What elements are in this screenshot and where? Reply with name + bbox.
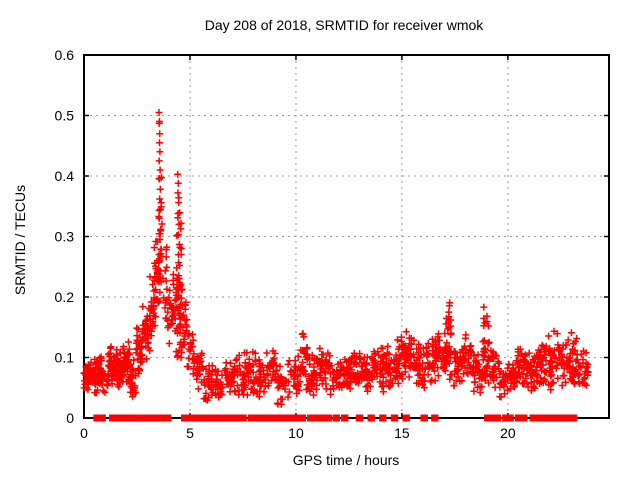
- y-tick-label: 0.1: [55, 350, 75, 366]
- data-points-plus-markers: [80, 109, 592, 408]
- y-tick-label: 0.6: [55, 47, 75, 63]
- y-tick-labels: 0 0.1 0.2 0.3 0.4 0.5 0.6: [55, 47, 75, 426]
- y-axis-label: SRMTID / TECUs: [12, 185, 28, 295]
- x-tick-label: 15: [394, 425, 410, 441]
- chart-title: Day 208 of 2018, SRMTID for receiver wmo…: [205, 17, 485, 33]
- x-tick-labels: 0 5 10 15 20: [80, 425, 516, 441]
- x-tick-label: 0: [80, 425, 88, 441]
- x-axis-label: GPS time / hours: [293, 452, 400, 468]
- y-tick-label: 0: [66, 410, 74, 426]
- y-tick-label: 0.3: [55, 229, 75, 245]
- x-tick-label: 10: [288, 425, 304, 441]
- zero-value-square-markers: [93, 414, 578, 422]
- grid-lines: [84, 55, 609, 418]
- x-tick-label: 5: [186, 425, 194, 441]
- x-tick-label: 20: [500, 425, 516, 441]
- y-tick-label: 0.2: [55, 289, 75, 305]
- y-tick-label: 0.5: [55, 108, 75, 124]
- y-tick-label: 0.4: [55, 168, 75, 184]
